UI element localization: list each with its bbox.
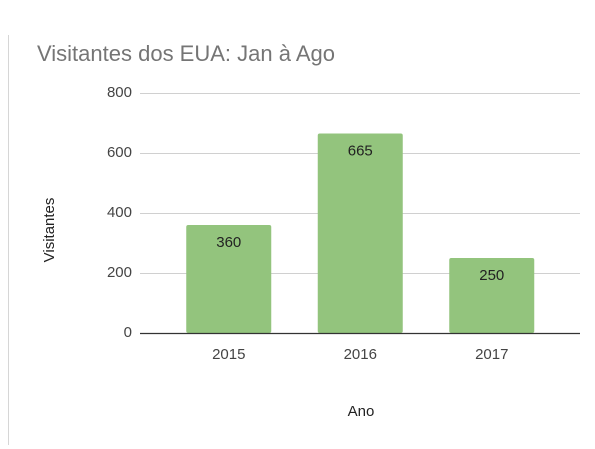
- x-tick-label: 2015: [212, 346, 245, 363]
- y-tick-label: 0: [124, 324, 132, 341]
- bar: [317, 133, 403, 333]
- y-tick-label: 200: [107, 264, 132, 281]
- x-axis-label: Ano: [348, 403, 375, 420]
- y-axis-label: Visitantes: [41, 198, 58, 263]
- data-label: 250: [479, 267, 504, 284]
- data-label: 360: [216, 234, 241, 251]
- chart-title: Visitantes dos EUA: Jan à Ago: [37, 41, 335, 66]
- x-tick-label: 2017: [475, 346, 508, 363]
- y-tick-label: 400: [107, 204, 132, 221]
- y-tick-label: 800: [107, 84, 132, 101]
- bar: [449, 258, 535, 333]
- y-tick-label: 600: [107, 144, 132, 161]
- data-label: 665: [348, 142, 373, 159]
- bar: [186, 225, 272, 333]
- x-tick-label: 2016: [344, 346, 377, 363]
